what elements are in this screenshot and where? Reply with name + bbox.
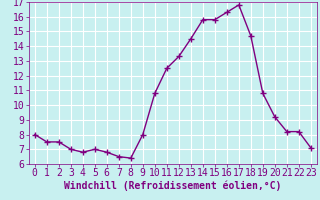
X-axis label: Windchill (Refroidissement éolien,°C): Windchill (Refroidissement éolien,°C)	[64, 181, 282, 191]
